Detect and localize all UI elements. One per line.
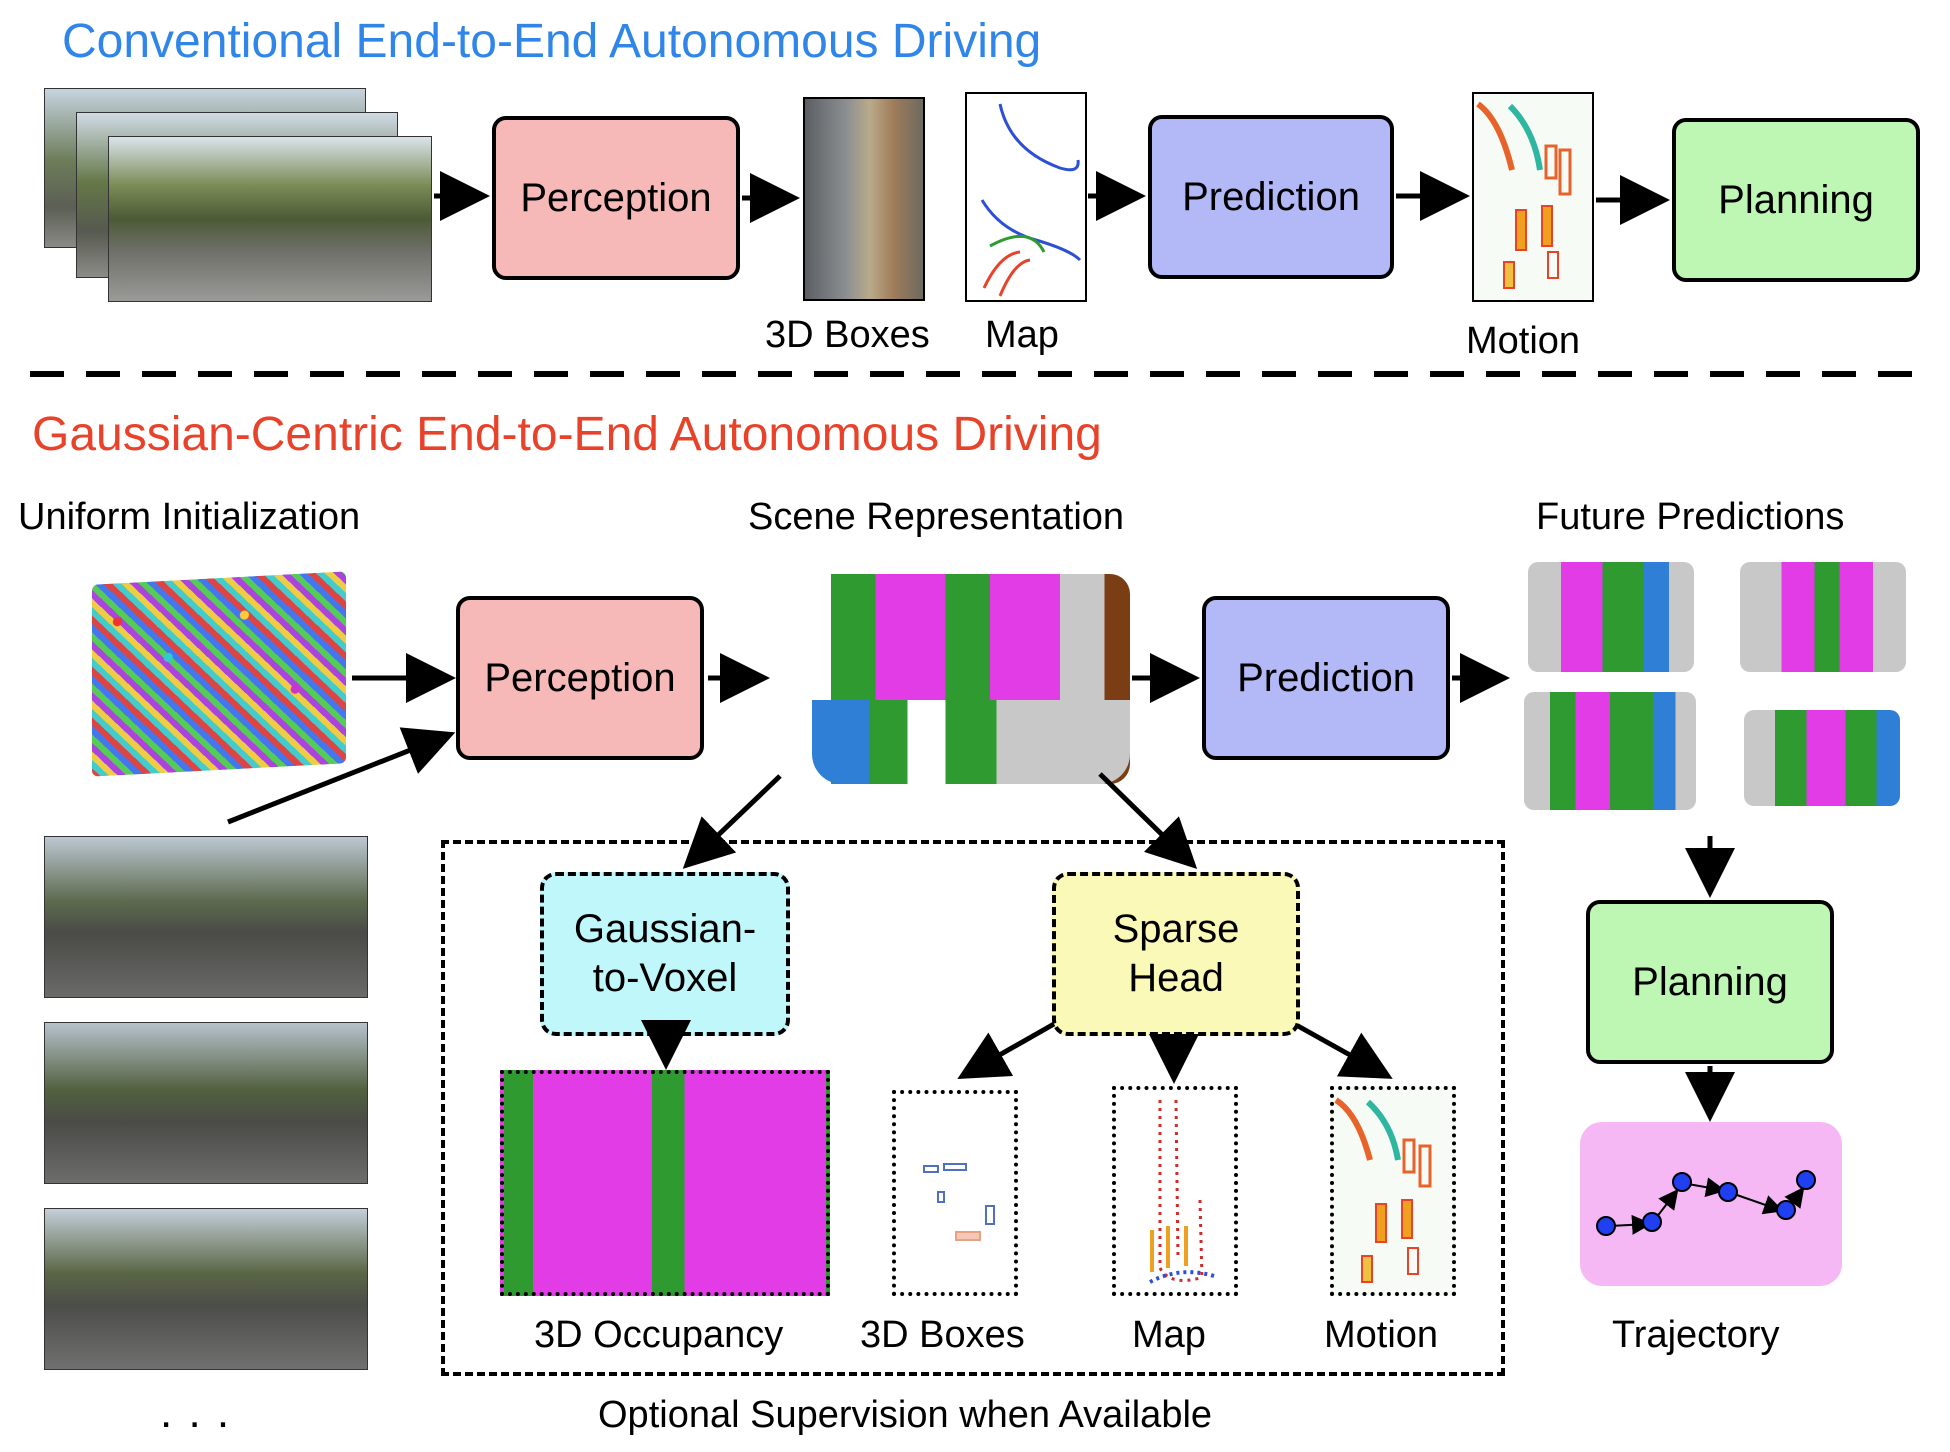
- conventional-planning-box: Planning: [1672, 118, 1920, 282]
- map-output-red-1: [1158, 1100, 1201, 1282]
- scene-representation-lower: [812, 700, 1130, 784]
- conventional-motion-image: [1472, 92, 1594, 302]
- motion-output-car-5: [1361, 1255, 1373, 1283]
- motion-car-6: [1547, 251, 1559, 279]
- motion-car-1: [1544, 144, 1558, 180]
- scene-representation-label: Scene Representation: [748, 496, 1125, 538]
- motion-trail-1: [1476, 101, 1515, 171]
- sparse-head-box: Sparse Head: [1052, 872, 1300, 1036]
- camera-photo-2: [44, 1022, 368, 1184]
- conventional-boxes-label: 3D Boxes: [765, 314, 930, 356]
- motion-car-2: [1558, 148, 1572, 196]
- conventional-map-label: Map: [985, 314, 1059, 356]
- trajectory-point-4: [1718, 1182, 1738, 1202]
- optional-supervision-container: [441, 840, 1505, 1376]
- motion-output-car-2: [1418, 1144, 1432, 1188]
- trajectory-segment-4: [1733, 1193, 1784, 1215]
- motion-output-car-6: [1407, 1247, 1419, 1275]
- motion-car-4: [1541, 205, 1553, 247]
- map-lane-green: [989, 234, 1046, 253]
- trajectory-point-2: [1642, 1212, 1662, 1232]
- box-glyph-5: [955, 1231, 981, 1241]
- future-predictions-label: Future Predictions: [1536, 496, 1845, 538]
- trajectory-point-3: [1672, 1172, 1692, 1192]
- motion-output-image: [1330, 1086, 1456, 1296]
- trajectory-label: Trajectory: [1612, 1314, 1780, 1356]
- arrow-sparse-to-motion: [1296, 1023, 1393, 1079]
- arrow-sparse-to-boxes: [957, 1021, 1056, 1079]
- future-prediction-3: [1524, 692, 1696, 810]
- boxes-output-image: [892, 1090, 1018, 1296]
- future-prediction-1: [1528, 562, 1694, 672]
- map-lane-red-2: [998, 258, 1031, 297]
- box-glyph-1: [923, 1165, 939, 1173]
- map-output-image: [1112, 1086, 1238, 1296]
- motion-output-car-1: [1402, 1138, 1416, 1174]
- trajectory-segment-2: [1655, 1188, 1679, 1219]
- motion-output-car-3: [1375, 1203, 1387, 1243]
- box-glyph-2: [943, 1163, 967, 1171]
- arrow-scene-to-voxel: [682, 774, 782, 869]
- box-glyph-4: [985, 1205, 995, 1225]
- motion-output-trail-1: [1334, 1097, 1373, 1161]
- conventional-map-image: [965, 92, 1087, 302]
- map-output-red-3: [1198, 1199, 1204, 1281]
- arrow-cameras-to-perception: [227, 727, 456, 825]
- conventional-motion-label: Motion: [1466, 320, 1581, 362]
- occupancy-label: 3D Occupancy: [534, 1314, 784, 1356]
- future-prediction-4: [1744, 710, 1900, 806]
- gaussian-planning-box: Planning: [1586, 900, 1834, 1064]
- trajectory-point-6: [1796, 1170, 1816, 1190]
- camera-photo-1: [44, 836, 368, 998]
- map-lane-blue-2: [980, 199, 1082, 262]
- gaussian-prediction-box: Prediction: [1202, 596, 1450, 760]
- gaussian-perception-box: Perception: [456, 596, 704, 760]
- motion-car-5: [1503, 261, 1515, 289]
- future-prediction-2: [1740, 562, 1906, 672]
- conventional-3d-boxes-image: [803, 97, 925, 301]
- sparse-head-label: Sparse Head: [1112, 907, 1240, 1000]
- gaussian-to-voxel-label: Gaussian-to-Voxel: [573, 907, 757, 1000]
- motion-output-trail-2: [1365, 1099, 1401, 1161]
- arrow-scene-to-sparse: [1098, 772, 1198, 869]
- box-glyph-3: [937, 1191, 945, 1203]
- motion-output-car-4: [1401, 1199, 1413, 1239]
- boxes-label: 3D Boxes: [860, 1314, 1025, 1356]
- conventional-prediction-box: Prediction: [1148, 115, 1394, 279]
- trajectory-point-1: [1596, 1216, 1616, 1236]
- camera-photo-3: [44, 1208, 368, 1370]
- map-output-red-2: [1174, 1099, 1180, 1261]
- trajectory-segment-1: [1609, 1214, 1652, 1235]
- map-lane-blue: [998, 103, 1080, 172]
- trajectory-segment-3: [1687, 1177, 1726, 1198]
- conventional-title: Conventional End-to-End Autonomous Drivi…: [62, 15, 1042, 68]
- uniform-initialization-label: Uniform Initialization: [18, 496, 361, 538]
- motion-car-3: [1515, 209, 1527, 251]
- occupancy-output-image: [500, 1070, 830, 1296]
- gaussian-title: Gaussian-Centric End-to-End Autonomous D…: [32, 408, 1102, 461]
- more-cameras-ellipsis: . . .: [160, 1388, 232, 1437]
- conventional-perception-box: Perception: [492, 116, 740, 280]
- gaussian-to-voxel-box: Gaussian-to-Voxel: [540, 872, 790, 1036]
- map-lane-red: [982, 250, 1021, 289]
- camera-image-stack-front: [108, 136, 432, 302]
- motion-trail-2: [1507, 103, 1543, 171]
- trajectory-point-5: [1776, 1200, 1796, 1220]
- map-label: Map: [1132, 1314, 1206, 1356]
- motion-label: Motion: [1324, 1314, 1439, 1356]
- optional-supervision-label: Optional Supervision when Available: [598, 1394, 1213, 1436]
